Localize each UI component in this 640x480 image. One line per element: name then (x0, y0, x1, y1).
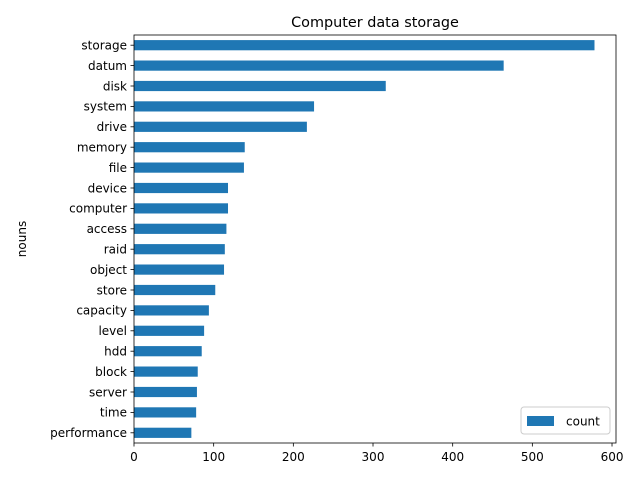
y-tick-label: raid (104, 243, 127, 257)
y-tick-label: device (88, 181, 127, 195)
x-tick-label: 200 (282, 450, 305, 464)
y-tick-label: performance (50, 426, 127, 440)
legend: count (520, 406, 611, 435)
x-tick-labels: 0 100 200 300 400 500 600 (130, 443, 623, 464)
y-tick-label: computer (69, 202, 127, 216)
x-tick-label: 400 (441, 450, 464, 464)
y-tick-label: hdd (104, 345, 127, 359)
bar-memory (134, 142, 245, 153)
y-tick-label: block (95, 365, 127, 379)
y-tick-label: server (89, 385, 127, 399)
bar-access (134, 223, 227, 234)
y-tick-label: store (97, 283, 127, 297)
bar-server (134, 386, 197, 398)
x-tick-label: 600 (601, 450, 624, 464)
bar-file (134, 162, 244, 173)
y-tick-label: file (109, 161, 127, 175)
bar-computer (134, 203, 229, 214)
bar-device (134, 182, 229, 194)
y-axis-label: nouns (15, 221, 29, 257)
bar-performance (134, 427, 192, 438)
bar-raid (134, 244, 225, 255)
bar-datum (134, 60, 504, 71)
y-tick-label: datum (88, 59, 127, 73)
legend-label: count (566, 415, 600, 429)
y-tick-label: capacity (76, 304, 127, 318)
bars-group (134, 40, 595, 438)
y-tick-label: time (100, 406, 127, 420)
y-tick-label: disk (103, 79, 127, 93)
x-tick-label: 0 (130, 450, 138, 464)
y-tick-label: drive (97, 120, 127, 134)
legend-swatch (527, 416, 554, 426)
plot-frame (133, 34, 617, 444)
bar-hdd (134, 346, 202, 357)
x-tick-label: 300 (362, 450, 385, 464)
bar-drive (134, 121, 307, 132)
x-tick-label: 100 (202, 450, 225, 464)
y-tick-label: memory (77, 141, 127, 155)
bar-disk (134, 80, 386, 92)
y-tick-label: system (84, 100, 127, 114)
y-tick-label: object (90, 263, 127, 277)
bar-store (134, 284, 216, 296)
bar-object (134, 264, 225, 275)
bar-block (134, 366, 198, 377)
chart-title: Computer data storage (291, 15, 459, 31)
y-tick-labels: storage datum disk system drive memory file dev… (50, 39, 134, 440)
bar-time (134, 407, 197, 418)
y-tick-label: storage (81, 39, 127, 53)
bar-system (134, 101, 315, 112)
y-tick-label: level (98, 324, 127, 338)
bar-level (134, 325, 205, 336)
legend-box (520, 406, 611, 435)
bar-capacity (134, 305, 209, 316)
bar-storage (134, 40, 595, 51)
y-tick-label: access (87, 222, 127, 236)
x-tick-label: 500 (521, 450, 544, 464)
